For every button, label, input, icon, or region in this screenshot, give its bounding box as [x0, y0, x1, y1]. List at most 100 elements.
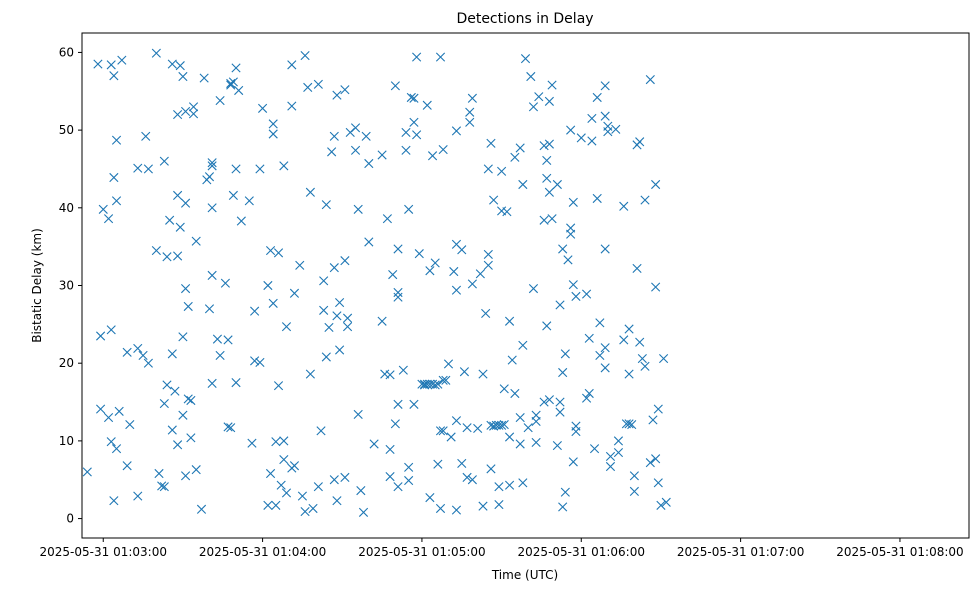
data-point [377, 316, 387, 326]
data-point [571, 421, 581, 431]
data-point [250, 356, 260, 366]
data-point [316, 426, 326, 436]
data-point [207, 158, 217, 168]
data-point [483, 164, 493, 174]
x-tick-label: 2025-05-31 01:03:00 [40, 545, 167, 559]
data-point [467, 279, 477, 289]
data-point [109, 71, 119, 81]
data-point [656, 500, 666, 510]
data-point [555, 397, 565, 407]
data-point [385, 370, 395, 380]
data-point [441, 375, 451, 385]
data-point [566, 125, 576, 135]
data-point [173, 109, 183, 120]
data-point [300, 50, 310, 61]
data-point [106, 325, 116, 335]
data-point [627, 419, 637, 430]
data-point [406, 92, 416, 103]
data-point [268, 129, 278, 139]
y-tick-label: 40 [59, 201, 74, 215]
data-point [188, 102, 199, 112]
data-point [159, 482, 169, 492]
data-point [173, 190, 183, 200]
data-point [499, 384, 509, 394]
x-tick-label: 2025-05-31 01:05:00 [358, 545, 485, 559]
data-point [321, 352, 331, 362]
data-point [281, 322, 292, 332]
data-point [398, 365, 408, 375]
data-point [430, 380, 440, 390]
data-point [180, 284, 191, 294]
data-point [141, 131, 151, 141]
data-point [457, 245, 467, 255]
data-point [279, 161, 289, 171]
data-point [191, 236, 201, 246]
data-point [215, 350, 225, 361]
data-point [558, 502, 568, 512]
data-point [364, 158, 374, 169]
data-point [255, 164, 265, 174]
data-point [353, 204, 363, 214]
data-point [297, 491, 308, 501]
data-point [613, 436, 624, 446]
data-point [481, 308, 491, 319]
data-point [388, 270, 398, 280]
data-point [539, 215, 549, 225]
data-point [151, 48, 161, 58]
data-point [589, 444, 600, 454]
x-tick-label: 2025-05-31 01:06:00 [518, 545, 645, 559]
data-point [111, 135, 122, 145]
data-point [651, 454, 661, 464]
data-point [581, 289, 592, 299]
data-point [507, 355, 517, 365]
data-point [226, 423, 236, 433]
data-point [332, 90, 342, 100]
data-point [552, 179, 562, 190]
data-point [382, 214, 392, 224]
data-point [542, 173, 552, 183]
data-point [162, 252, 172, 262]
data-point [329, 263, 339, 273]
data-point [276, 480, 286, 490]
data-point [231, 63, 241, 73]
data-point [305, 187, 315, 197]
data-point [279, 454, 289, 465]
data-point [497, 166, 507, 176]
data-point [518, 179, 528, 190]
data-point [653, 404, 663, 414]
data-point [244, 196, 254, 206]
data-point [212, 334, 223, 344]
data-point [462, 472, 472, 482]
data-point [265, 468, 276, 479]
data-point [603, 127, 613, 137]
data-point [188, 109, 199, 119]
data-point [364, 237, 374, 247]
data-point [462, 423, 472, 433]
chart-title: Detections in Delay [456, 11, 593, 27]
data-point [515, 412, 525, 423]
data-point [504, 432, 515, 442]
data-point [619, 201, 629, 211]
data-point [385, 444, 395, 455]
data-point [186, 433, 196, 443]
data-point [305, 369, 315, 379]
data-point [451, 416, 462, 426]
data-point [515, 143, 525, 153]
data-point [159, 399, 169, 409]
data-point [170, 386, 180, 396]
data-point [605, 461, 616, 472]
data-point [268, 119, 278, 129]
data-point [369, 439, 379, 449]
data-point [581, 393, 592, 403]
data-point [342, 313, 353, 323]
data-point [220, 278, 230, 288]
data-point [651, 282, 661, 292]
data-point [393, 399, 403, 409]
data-point [236, 216, 246, 226]
data-point [510, 152, 520, 162]
data-point [295, 260, 305, 270]
data-point [661, 497, 671, 507]
y-tick-label: 60 [59, 45, 74, 59]
data-point [659, 353, 669, 364]
data-point [106, 60, 116, 70]
